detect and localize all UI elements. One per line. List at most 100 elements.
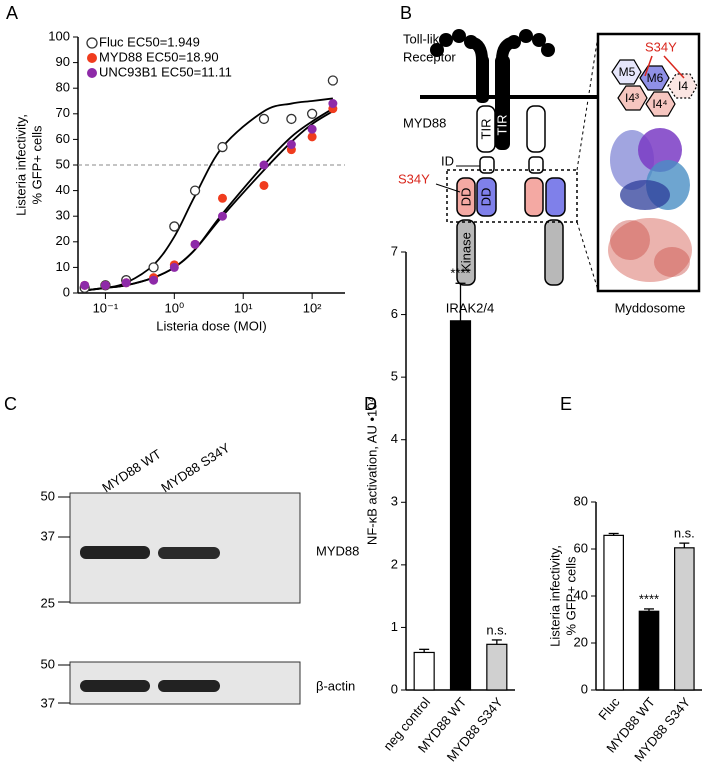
legend-label: UNC93B1 EC50=11.11 — [99, 64, 232, 79]
x-tick-label: 10⁻¹ — [93, 300, 119, 315]
pointer — [435, 183, 461, 193]
y-tick-label: 0 — [391, 681, 398, 696]
y-tick-label: 70 — [56, 105, 70, 120]
significance-label: n.s. — [674, 526, 695, 541]
structure-render — [608, 128, 692, 282]
point — [328, 99, 338, 109]
marker-label: 37 — [41, 528, 55, 543]
significance-label: **** — [450, 266, 470, 281]
point — [169, 262, 179, 272]
x-axis-label: Listeria dose (MOI) — [156, 318, 267, 333]
y-tick-label: 1 — [391, 619, 398, 634]
y-tick-label: 20 — [574, 634, 588, 649]
y-tick-label: 100 — [48, 28, 70, 43]
kinase-domain — [456, 219, 476, 286]
y-tick-label: 0 — [63, 284, 70, 299]
tir-label: TIR — [478, 119, 493, 140]
marker-label: 50 — [41, 488, 55, 503]
y-tick-label: 60 — [574, 540, 588, 555]
irak-label: IRAK2/4 — [446, 300, 494, 315]
point — [189, 185, 201, 196]
kinase-label: Kinase — [458, 232, 473, 272]
subunit-label: M5 — [619, 65, 636, 79]
y-tick-label: 20 — [56, 233, 70, 248]
y-axis-label: % GFP+ cells — [29, 125, 44, 205]
y-tick-label: 6 — [391, 306, 398, 321]
zoom-line — [576, 35, 599, 171]
x-tick-label: 10⁰ — [164, 300, 184, 315]
legend-marker — [86, 37, 98, 49]
point — [259, 180, 269, 190]
y-tick-label: 40 — [56, 182, 70, 197]
subunit-label: I4 — [678, 79, 688, 93]
y-tick-label: 5 — [391, 369, 398, 384]
receptor — [430, 29, 555, 150]
point — [259, 160, 269, 170]
y-tick-label: 7 — [391, 243, 398, 258]
point — [306, 108, 318, 119]
protein-label: MYD88 — [316, 543, 359, 558]
band — [80, 546, 150, 559]
y-tick-label: 3 — [391, 494, 398, 509]
myd88-label: MYD88 — [403, 115, 446, 130]
x-tick-label: 10¹ — [234, 300, 253, 315]
mutation-label: S34Y — [398, 171, 430, 186]
tir-domain — [476, 105, 496, 153]
zoom-box — [446, 169, 578, 223]
marker-label: 50 — [41, 656, 55, 671]
subunit-label: M6 — [647, 71, 664, 85]
point — [217, 141, 228, 153]
y-tick-label: 30 — [56, 208, 70, 223]
dd-irak — [524, 177, 544, 217]
x-tick-label: 10² — [303, 300, 322, 315]
y-axis-label: % GFP+ cells — [563, 556, 578, 636]
significance-label: **** — [639, 591, 659, 606]
fit-curve — [84, 107, 334, 292]
y-axis-label: Listeria infectivity, — [547, 545, 562, 647]
receptor-label: Toll-like — [403, 31, 446, 46]
dd-myd88 — [545, 177, 566, 217]
point — [286, 140, 296, 150]
bar — [486, 643, 508, 691]
legend-label: Fluc EC50=1.949 — [99, 34, 200, 49]
y-tick-label: 2 — [391, 556, 398, 571]
protein-label: β-actin — [316, 678, 355, 693]
legend-label: MYD88 EC50=18.90 — [99, 49, 219, 64]
marker-label: 37 — [41, 695, 55, 710]
marker-label: 25 — [41, 595, 55, 610]
legend-marker — [87, 53, 97, 63]
point — [121, 278, 131, 288]
panel-label: E — [560, 394, 572, 414]
panel-label: A — [6, 3, 18, 23]
bar — [603, 534, 624, 691]
legend-marker — [87, 68, 97, 78]
id-domain — [479, 156, 495, 174]
point — [217, 193, 227, 203]
point — [148, 262, 159, 273]
y-tick-label: 60 — [56, 131, 70, 146]
point — [149, 275, 159, 285]
significance-label: n.s. — [486, 622, 507, 637]
bar — [674, 547, 695, 691]
subunit-label: I4³ — [625, 91, 639, 105]
point — [100, 280, 110, 290]
myddosome-label: Myddosome — [615, 300, 686, 315]
point — [217, 211, 227, 221]
y-axis-label: NF-κB activation, AU •10⁴ — [364, 397, 379, 545]
y-tick-label: 0 — [581, 681, 588, 696]
bar — [638, 610, 660, 691]
point — [258, 113, 270, 125]
id-domain — [528, 156, 544, 174]
mutation-label: S34Y — [645, 39, 677, 54]
y-tick-label: 10 — [56, 259, 70, 274]
tir-domain — [526, 105, 546, 153]
structure-schematic — [611, 59, 698, 117]
point — [307, 132, 317, 142]
diagram: Toll-like Receptor TIR MYD88 TIR ID DD D… — [398, 29, 701, 315]
y-tick-label: 50 — [56, 156, 70, 171]
y-tick-label: 40 — [574, 587, 588, 602]
y-axis-label: Listeria infectivity, — [13, 114, 28, 216]
dd-myd88 — [476, 177, 497, 217]
